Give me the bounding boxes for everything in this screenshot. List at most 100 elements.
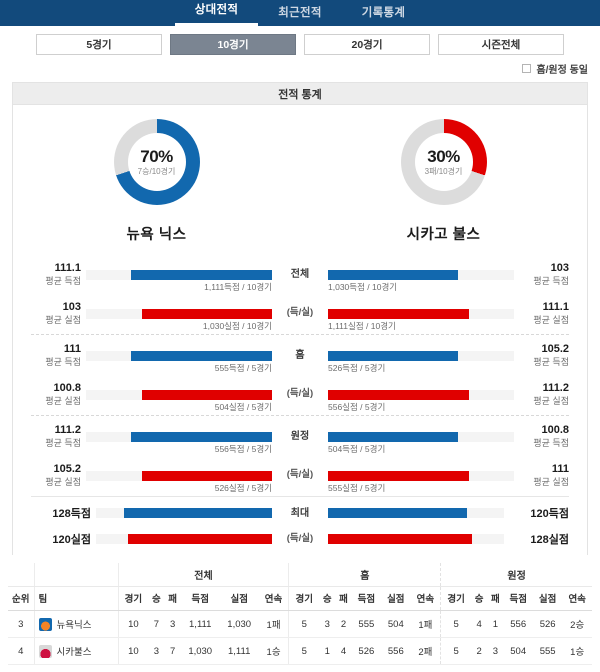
left-bar-caption: 1,030실점 / 10경기	[202, 320, 272, 331]
max-title: 최대	[290, 507, 310, 519]
team-name-label: 시카불스	[56, 647, 92, 658]
left-stat-label: 111 평균 득점	[31, 343, 81, 368]
max-category-label: (득/실)	[277, 533, 323, 545]
right-stat-value: 103	[550, 262, 569, 274]
col-overall-pf: 득점	[180, 586, 220, 611]
grp-spacer-rank	[8, 563, 34, 587]
left-team-name: 뉴욕 닉스	[126, 227, 187, 243]
right-stat-value: 111.1	[542, 301, 569, 313]
cell-overall-w: 3	[148, 637, 165, 665]
left-stat-unit: 평균 실점	[45, 314, 81, 325]
max-section-wrap: 128득점 최대 120득점 120실점 (득/실) 128실점	[13, 496, 587, 555]
table-group-header-row: 전체 홈 원정	[8, 563, 592, 587]
col-overall-l: 패	[164, 586, 181, 611]
col-overall-w: 승	[148, 586, 165, 611]
right-bar-track: 1,030득점 / 10경기	[328, 269, 514, 292]
right-stat-unit: 평균 실점	[533, 395, 569, 406]
right-stat-label: 103 평균 득점	[519, 262, 569, 287]
range-button-full-season-label: 시즌전체	[481, 39, 521, 51]
right-stat-unit: 평균 득점	[533, 437, 569, 448]
cell-away-l: 3	[487, 637, 504, 665]
cell-home-games: 5	[288, 637, 320, 665]
cell-team[interactable]: 시카불스	[33, 637, 118, 665]
left-stat-label: 103 평균 실점	[31, 301, 81, 326]
right-max-value: 120득점	[530, 508, 569, 520]
cell-team[interactable]: 뉴욕닉스	[33, 610, 118, 638]
left-win-percent: 70%	[140, 147, 173, 166]
range-button-20games-label: 20경기	[351, 39, 383, 51]
category-title: 원정	[290, 431, 310, 442]
checkbox-icon-same-venue[interactable]	[522, 64, 532, 73]
cell-overall-streak: 1승	[258, 637, 289, 665]
comparison-group: 111.2 평균 득점 556득점 / 5경기 원정 504득점 / 5경기 100.8 평…	[31, 415, 569, 496]
cell-overall-l: 7	[164, 637, 181, 665]
range-button-5games-label: 5경기	[86, 39, 112, 51]
cell-home-w: 1	[319, 637, 336, 665]
left-bar-caption: 504실점 / 5경기	[214, 401, 272, 412]
table-row[interactable]: 4 시카불스 10 3 7 1,030 1,111 1승 5 1 4 526 556 2패 5 2 3 504 55…	[8, 637, 592, 665]
left-bar-fill	[141, 308, 272, 319]
tab-recent-record[interactable]: 최근전적	[258, 4, 342, 26]
team-name-label: 뉴욕닉스	[56, 620, 92, 631]
cell-home-l: 2	[335, 610, 352, 638]
left-stat-value: 111.1	[54, 262, 81, 274]
win-rate-charts: 70% 7승/10경기 뉴욕 닉스 30% 3패/10경기 시카고 불스	[13, 105, 587, 248]
right-bar-fill	[328, 389, 470, 400]
range-button-10games[interactable]: 10경기	[170, 34, 296, 55]
col-home-streak: 연속	[410, 586, 441, 611]
comparison-group: 111 평균 득점 555득점 / 5경기 홈 526득점 / 5경기 105.2 평균 득…	[31, 334, 569, 415]
cell-away-games: 5	[440, 610, 471, 638]
tab-record-stats[interactable]: 기록통계	[342, 4, 426, 26]
range-button-5games[interactable]: 5경기	[36, 34, 162, 55]
cell-away-streak: 1승	[562, 637, 592, 665]
cell-away-streak: 2승	[562, 610, 592, 638]
right-bar-caption: 1,111실점 / 10경기	[328, 320, 396, 331]
left-stat-unit: 평균 실점	[45, 395, 81, 406]
grp-away: 원정	[440, 563, 592, 587]
range-filter-group: 5경기 10경기 20경기 시즌전체	[0, 26, 600, 55]
left-bar-track: 526실점 / 5경기	[86, 470, 272, 493]
tab-head-to-head[interactable]: 상대전적	[174, 1, 259, 26]
left-bar-fill	[130, 269, 272, 280]
right-max-track	[328, 508, 504, 518]
left-stat-unit: 평균 실점	[45, 476, 81, 487]
right-bar-fill	[328, 350, 459, 361]
range-button-full-season[interactable]: 시즌전체	[438, 34, 564, 55]
col-away-w: 승	[470, 586, 488, 611]
tab-record-stats-label: 기록통계	[361, 7, 406, 19]
knicks-logo	[38, 617, 52, 631]
cell-home-pa: 504	[381, 610, 411, 638]
left-bar-fill	[141, 470, 272, 481]
left-stat-value: 111	[63, 343, 81, 355]
stats-panel: 전적 통계 70% 7승/10경기 뉴욕 닉스 30% 3패/10경기 시카고 …	[12, 82, 588, 555]
comparison-row: 111.2 평균 득점 556득점 / 5경기 원정 504득점 / 5경기 100.8 평…	[31, 424, 569, 454]
left-stat-label: 105.2 평균 실점	[31, 463, 81, 488]
same-venue-label[interactable]: 홈/원정 동일	[536, 65, 588, 76]
left-max-value: 120실점	[52, 534, 91, 546]
comparison-category-label: (득/실)	[277, 307, 323, 319]
table-row[interactable]: 3 뉴욕닉스 10 7 3 1,111 1,030 1패 5 3 2 555 504 1패 5 4 1 556 52…	[8, 610, 592, 638]
cell-overall-pf: 1,030	[180, 637, 220, 665]
right-bar-fill	[328, 308, 470, 319]
left-bar-track: 1,111득점 / 10경기	[86, 269, 272, 292]
right-win-record: 3패/10경기	[424, 167, 463, 176]
right-bar-fill	[328, 431, 459, 442]
right-max-fill	[328, 534, 473, 544]
col-home-l: 패	[335, 586, 352, 611]
comparison-row: 100.8 평균 실점 504실점 / 5경기 (득/실) 556실점 / 5경기 111…	[31, 382, 569, 412]
cell-away-pf: 556	[503, 610, 533, 638]
comparison-row: 105.2 평균 실점 526실점 / 5경기 (득/실) 555실점 / 5경기 111…	[31, 463, 569, 493]
category-title: 홈	[295, 350, 305, 361]
panel-title: 전적 통계	[278, 88, 322, 101]
right-max-fill	[328, 508, 468, 518]
max-subtitle: (득/실)	[286, 532, 314, 544]
right-stat-value: 100.8	[541, 424, 569, 436]
col-overall-pa: 실점	[219, 586, 259, 611]
standings-table: 전체 홈 원정 순위 팀 경기 승 패 득점 실점 연속 경기 승 패 득점 실…	[8, 563, 592, 665]
left-stat-unit: 평균 득점	[45, 437, 81, 448]
range-button-20games[interactable]: 20경기	[304, 34, 430, 55]
right-stat-value: 111.2	[542, 382, 569, 394]
left-stat-unit: 평균 득점	[45, 356, 81, 367]
left-stat-value: 103	[62, 301, 81, 313]
col-overall-streak: 연속	[258, 586, 289, 611]
